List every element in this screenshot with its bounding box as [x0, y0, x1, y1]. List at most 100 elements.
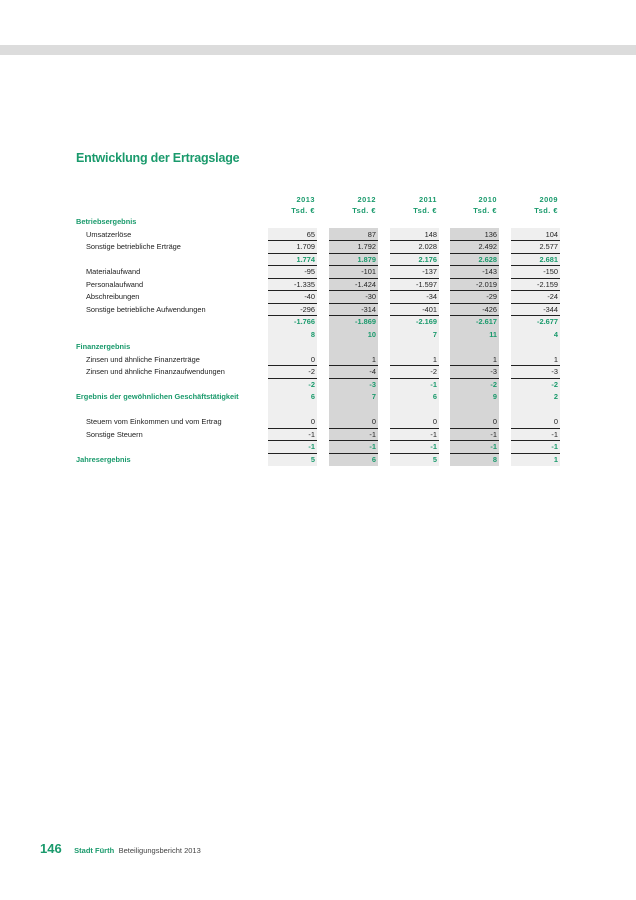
cell-2011: -2.169	[416, 317, 437, 326]
cell-2011: -1	[390, 429, 439, 441]
table-row: Zinsen und ähnliche Finanzaufwendungen -2…	[0, 366, 636, 379]
row-label: Sonstige Steuern	[86, 429, 143, 439]
table-row: Abschreibungen -40 -30 -34 -29 -24	[0, 291, 636, 304]
cell-2012: -4	[329, 366, 378, 379]
cell-2009: 1	[553, 454, 558, 464]
row-label: Personalaufwand	[86, 279, 144, 289]
cell-2012: 10	[367, 329, 376, 339]
table-row: Finanzergebnis	[0, 341, 636, 354]
page-title: Entwicklung der Ertragslage	[76, 151, 240, 165]
cell-2012: 1	[329, 354, 378, 366]
table-row: Betriebsergebnis	[0, 216, 636, 229]
unit-header: Tsd. €	[352, 206, 376, 215]
cell-2011: 5	[432, 454, 437, 464]
header-bar	[0, 45, 636, 55]
table-row: Ergebnis der gewöhnlichen Geschäftstätig…	[0, 391, 636, 404]
cell-2013: -40	[268, 291, 317, 304]
cell-2013: 65	[268, 229, 317, 241]
table-row: Zinsen und ähnliche Finanzerträge 0 1 1 1 1	[0, 354, 636, 366]
cell-2009: 1	[511, 354, 560, 366]
cell-2009: -2.677	[537, 317, 558, 326]
cell-2013: -1	[268, 429, 317, 441]
cell-2012: 0	[329, 416, 378, 429]
unit-header: Tsd. €	[413, 206, 437, 215]
cell-2013: -2	[268, 366, 317, 379]
table-row: Personalaufwand -1.335 -1.424 -1.597 -2.019-…	[0, 279, 636, 291]
cell-2012: -1.869	[355, 317, 376, 326]
cell-2009: 0	[511, 416, 560, 429]
column-shading	[268, 228, 317, 466]
column-shading	[511, 228, 560, 466]
cell-2012: -1	[329, 429, 378, 441]
table-row: Steuern vom Einkommen und vom Ertrag 0 0 0 0…	[0, 416, 636, 429]
cell-2012: -1.424	[329, 279, 378, 291]
unit-header: Tsd. €	[534, 206, 558, 215]
cell-2010: -1	[450, 429, 499, 441]
cell-2010: -426	[450, 304, 499, 316]
cell-2013: 1.709	[268, 241, 317, 254]
cell-2012: -3	[369, 379, 376, 389]
cell-2013: 5	[310, 454, 315, 464]
column-shading	[450, 228, 499, 466]
cell-2010: -3	[450, 366, 499, 379]
table-row: -1 -1 -1 -1 -1	[0, 441, 636, 454]
cell-2011: 2.028	[390, 241, 439, 254]
cell-2011: 7	[432, 329, 437, 339]
cell-2013: 6	[310, 392, 315, 401]
cell-2010: 136	[450, 229, 499, 241]
cell-2009: 104	[511, 229, 560, 241]
year-header: 2012	[357, 195, 376, 204]
table-row: Sonstige betriebliche Erträge 1.709 1.792 2…	[0, 241, 636, 254]
cell-2013: 0	[268, 354, 317, 366]
cell-2011: -34	[390, 291, 439, 304]
table-row: Sonstige Steuern -1 -1 -1 -1 -1	[0, 429, 636, 441]
footer: 146 Stadt Fürth Beteiligungsbericht 2013	[40, 840, 201, 858]
cell-2012: 6	[371, 454, 376, 464]
table-row: 8 10 7 11 4	[0, 329, 636, 342]
cell-2009: 4	[553, 329, 558, 339]
cell-2012: 87	[329, 229, 378, 241]
cell-2013: -95	[268, 266, 317, 279]
cell-2011: -1	[430, 379, 437, 389]
row-label: Materialaufwand	[86, 267, 141, 276]
cell-2010: 2.492	[450, 241, 499, 254]
cell-2013: -2	[308, 379, 315, 389]
cell-2011: 2.176	[390, 254, 439, 266]
cell-2010: 8	[492, 454, 497, 464]
row-label: Abschreibungen	[86, 292, 140, 301]
row-label: Jahresergebnis	[76, 454, 131, 464]
row-label: Zinsen und ähnliche Finanzerträge	[86, 354, 200, 364]
table-row: -1.766 -1.869 -2.169 -2.617 -2.677	[0, 316, 636, 329]
cell-2011: 6	[432, 392, 437, 401]
table-row: Sonstige betriebliche Aufwendungen -296 -3…	[0, 304, 636, 316]
cell-2009: -2.159	[511, 279, 560, 291]
cell-2009: -2	[551, 379, 558, 389]
year-header-row: 2013 2012 2011 2010 2009	[0, 194, 636, 207]
cell-2009: -1	[511, 441, 560, 454]
row-label: Sonstige betriebliche Erträge	[86, 242, 181, 251]
cell-2011: -137	[390, 266, 439, 279]
cell-2011: -401	[390, 304, 439, 316]
year-header: 2011	[418, 195, 437, 204]
table-row	[0, 404, 636, 417]
table-row: Jahresergebnis 5 6 5 8 1	[0, 454, 636, 467]
unit-header-row: Tsd. € Tsd. € Tsd. € Tsd. € Tsd. €	[0, 205, 636, 218]
cell-2012: -30	[329, 291, 378, 304]
footer-report: Beteiligungsbericht 2013	[118, 846, 201, 855]
cell-2013: 1.774	[268, 254, 317, 266]
cell-2012: -314	[329, 304, 378, 316]
table-row: Materialaufwand -95 -101 -137 -143 -150	[0, 266, 636, 279]
year-header: 2013	[296, 195, 315, 204]
unit-header: Tsd. €	[473, 206, 497, 215]
column-shading	[390, 228, 439, 466]
year-header: 2010	[478, 195, 497, 204]
unit-header: Tsd. €	[291, 206, 315, 215]
column-shading	[329, 228, 378, 466]
footer-city: Stadt Fürth	[74, 846, 115, 855]
cell-2010: -29	[450, 291, 499, 304]
cell-2009: -150	[511, 266, 560, 279]
cell-2011: -1	[390, 441, 439, 454]
cell-2013: -1.766	[294, 317, 315, 326]
cell-2010: -143	[450, 266, 499, 279]
cell-2009: 2	[553, 392, 558, 401]
